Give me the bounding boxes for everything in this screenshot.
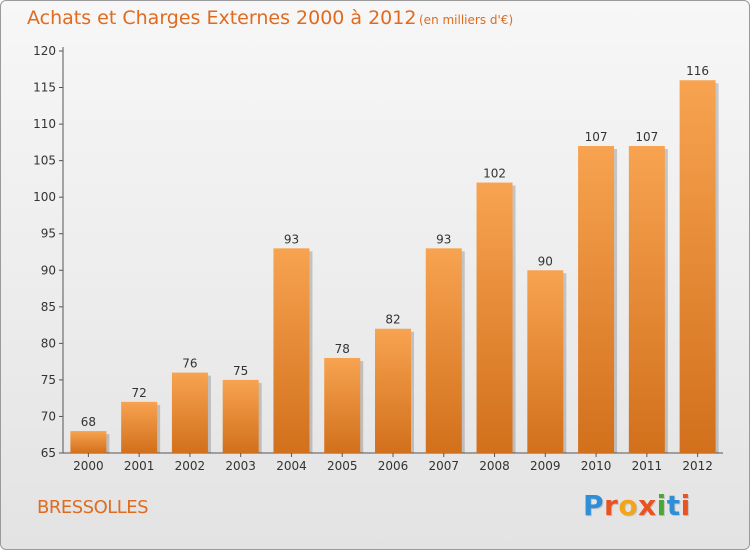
- x-tick-label: 2010: [581, 459, 612, 473]
- data-label: 76: [182, 357, 197, 371]
- data-label: 90: [538, 254, 553, 268]
- logo-letter: P: [583, 489, 605, 522]
- data-label: 72: [132, 386, 147, 400]
- y-tick-label: 110: [33, 117, 56, 131]
- bar: [679, 80, 716, 454]
- x-tick-label: 2005: [327, 459, 358, 473]
- bar: [171, 372, 208, 453]
- y-tick-label: 75: [41, 373, 56, 387]
- data-label: 78: [335, 342, 350, 356]
- y-tick-label: 80: [41, 336, 56, 350]
- bar: [628, 146, 665, 453]
- x-tick-label: 2004: [276, 459, 307, 473]
- x-tick-label: 2011: [632, 459, 663, 473]
- chart-title: Achats et Charges Externes 2000 à 2012: [27, 7, 417, 29]
- y-tick-label: 115: [33, 81, 56, 95]
- data-label: 93: [436, 232, 451, 246]
- data-label: 68: [81, 415, 96, 429]
- x-tick-label: 2008: [479, 459, 510, 473]
- bar: [273, 248, 310, 453]
- bar: [527, 270, 564, 453]
- logo-letter: i: [656, 489, 667, 522]
- x-tick-label: 2012: [682, 459, 713, 473]
- logo-letter: x: [638, 489, 657, 522]
- data-label: 93: [284, 232, 299, 246]
- x-tick-label: 2006: [378, 459, 409, 473]
- x-tick-label: 2001: [124, 459, 155, 473]
- x-tick-label: 2009: [530, 459, 561, 473]
- data-label: 107: [635, 130, 658, 144]
- logo-letter: r: [604, 489, 619, 522]
- x-tick-label: 2007: [428, 459, 459, 473]
- y-tick-label: 90: [41, 263, 56, 277]
- y-tick-label: 70: [41, 409, 56, 423]
- y-tick-label: 105: [33, 154, 56, 168]
- bar: [70, 431, 107, 453]
- logo-letter: i: [680, 489, 691, 522]
- logo-letter: t: [666, 489, 681, 522]
- y-tick-label: 95: [41, 227, 56, 241]
- data-label: 82: [385, 313, 400, 327]
- proxiti-logo[interactable]: Proxiti: [583, 489, 691, 522]
- bar: [476, 182, 513, 453]
- bar: [121, 401, 158, 453]
- data-label: 102: [483, 167, 506, 181]
- data-label: 75: [233, 364, 248, 378]
- chart-subtitle: (en milliers d'€): [419, 13, 514, 27]
- bar: [578, 146, 615, 453]
- y-tick-label: 100: [33, 190, 56, 204]
- y-tick-label: 120: [33, 44, 56, 58]
- y-tick-label: 85: [41, 300, 56, 314]
- x-tick-label: 2003: [225, 459, 256, 473]
- x-tick-label: 2000: [73, 459, 104, 473]
- x-tick-label: 2002: [175, 459, 206, 473]
- bar: [425, 248, 462, 453]
- bar: [324, 357, 361, 453]
- y-tick-label: 65: [41, 446, 56, 460]
- bar: [375, 328, 411, 453]
- data-label: 116: [686, 64, 709, 78]
- commune-name: BRESSOLLES: [37, 497, 149, 518]
- bar: [222, 379, 259, 453]
- data-label: 107: [585, 130, 608, 144]
- logo-letter: o: [618, 489, 639, 522]
